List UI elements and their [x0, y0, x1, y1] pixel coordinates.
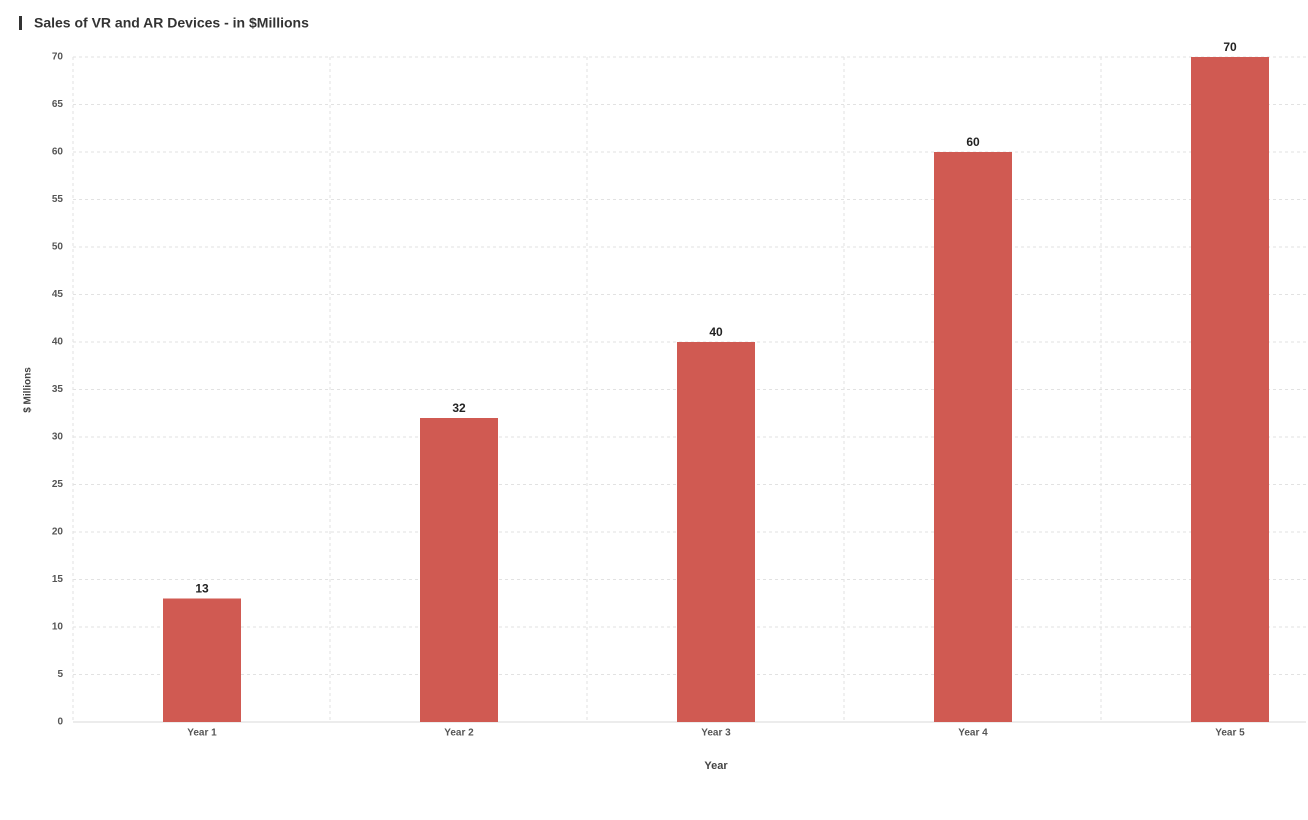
y-tick-label: 55 — [52, 194, 64, 205]
bar — [677, 342, 755, 722]
y-tick-label: 25 — [52, 479, 64, 490]
y-tick-label: 65 — [52, 99, 64, 110]
x-tick-label: Year 3 — [701, 728, 731, 739]
bar — [163, 598, 241, 722]
x-tick-label: Year 2 — [444, 728, 474, 739]
x-tick-label: Year 5 — [1215, 728, 1245, 739]
y-tick-label: 35 — [52, 384, 64, 395]
y-tick-label: 15 — [52, 574, 64, 585]
y-tick-label: 50 — [52, 242, 64, 253]
y-tick-label: 20 — [52, 527, 64, 538]
value-label: 40 — [709, 325, 723, 339]
y-tick-label: 30 — [52, 432, 64, 443]
value-label: 32 — [452, 401, 466, 415]
bar — [1191, 57, 1269, 722]
x-axis-label: Year — [704, 760, 728, 772]
value-label: 13 — [195, 582, 209, 596]
value-label: 60 — [966, 135, 980, 149]
x-tick-label: Year 1 — [187, 728, 217, 739]
y-axis-label: $ Millions — [23, 367, 34, 413]
bar — [934, 152, 1012, 722]
y-tick-label: 10 — [52, 622, 64, 633]
y-tick-label: 45 — [52, 289, 64, 300]
y-tick-label: 0 — [57, 717, 63, 728]
y-tick-label: 60 — [52, 147, 64, 158]
title-marker — [19, 16, 22, 30]
bar — [420, 418, 498, 722]
value-label: 70 — [1223, 40, 1237, 54]
y-tick-label: 40 — [52, 337, 64, 348]
chart-title: Sales of VR and AR Devices - in $Million… — [34, 15, 309, 31]
y-tick-label: 70 — [52, 52, 64, 63]
x-tick-label: Year 4 — [958, 728, 988, 739]
y-tick-label: 5 — [57, 669, 63, 680]
